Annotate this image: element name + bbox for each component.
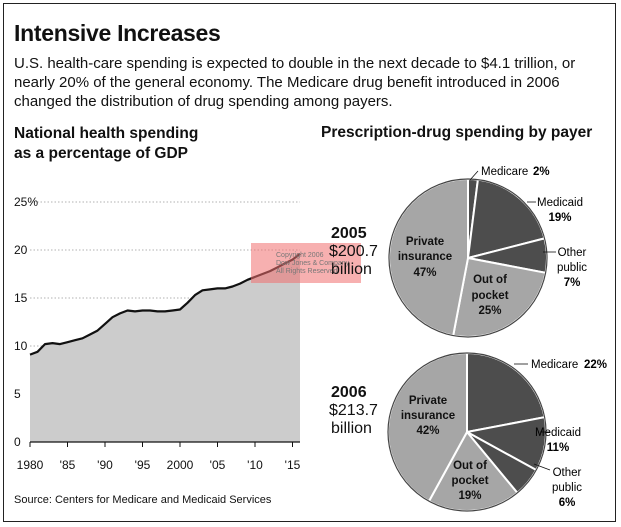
y-tick-label: 15 [14, 291, 28, 305]
slice-name-label: Medicare [531, 359, 578, 371]
source-note: Source: Centers for Medicare and Medicai… [14, 494, 272, 506]
x-tick-label: '10 [247, 458, 263, 472]
y-tick-label: 25% [14, 195, 38, 209]
line-chart-title: National health spending as a percentage… [14, 124, 254, 164]
leader-line [533, 463, 551, 471]
x-tick-label: '05 [210, 458, 226, 472]
slice-name-label: insurance [401, 410, 455, 422]
slice-name-label: Out of [453, 460, 487, 472]
slice-name-label: Other [558, 247, 587, 259]
watermark-box [251, 243, 361, 283]
y-tick-label: 20 [14, 243, 28, 257]
pie-year-label: 2005 [331, 225, 367, 242]
pie-unit-label: billion [331, 420, 372, 437]
slice-value-label: 25% [478, 305, 501, 317]
leader-line [469, 170, 479, 181]
slice-value-label: 6% [559, 497, 576, 509]
x-tick-label: '95 [135, 458, 151, 472]
line-chart-title-line-1: National health spending [14, 125, 199, 142]
page-title: Intensive Increases [14, 20, 221, 46]
slice-value-label: 2% [533, 166, 550, 178]
x-tick-label: 2000 [167, 458, 194, 472]
slice-name-label: public [557, 262, 587, 274]
slice-name-label: public [552, 482, 582, 494]
line-chart-title-line-2: as a percentage of GDP [14, 145, 189, 162]
area-fill [30, 253, 300, 442]
slice-name-label: Medicaid [535, 427, 581, 439]
slice-name-label: pocket [451, 475, 488, 487]
y-tick-label: 10 [14, 339, 28, 353]
pie-unit-label: billion [331, 261, 372, 278]
watermark-text: All Rights Reserved [276, 268, 338, 275]
slice-value-label: 7% [564, 277, 581, 289]
graphic-frame [3, 3, 616, 522]
slice-value-label: 42% [416, 425, 439, 437]
slice-name-label: insurance [398, 251, 452, 263]
watermark-text: Copyright 2006 [276, 252, 324, 259]
slice-name-label: pocket [471, 290, 508, 302]
x-tick-label: '15 [285, 458, 301, 472]
x-tick-label: '85 [60, 458, 76, 472]
slice-name-label: Out of [473, 274, 507, 286]
slice-name-label: Medicare [481, 166, 528, 178]
slice-name-label: Medicaid [537, 197, 583, 209]
slice-name-label: Other [553, 467, 582, 479]
pie-chart-title: Prescription-drug spending by payer [321, 124, 593, 141]
description: U.S. health-care spending is expected to… [14, 55, 576, 110]
slice-value-label: 47% [413, 267, 436, 279]
y-tick-label: 0 [14, 435, 21, 449]
slice-value-label: 22% [584, 359, 607, 371]
pie-outline [388, 178, 548, 338]
x-tick-label: '90 [97, 458, 113, 472]
pie-year-label: 2006 [331, 384, 367, 401]
x-tick-label: 1980 [17, 458, 44, 472]
slice-name-label: Private [406, 236, 444, 248]
slice-value-label: 11% [547, 442, 569, 454]
slice-value-label: 19% [548, 212, 571, 224]
slice-value-label: 19% [458, 490, 481, 502]
pie-amount-label: $213.7 [329, 402, 378, 419]
slice-name-label: Private [409, 395, 447, 407]
y-tick-label: 5 [14, 387, 21, 401]
pie-amount-label: $200.7 [329, 243, 378, 260]
watermark-text: Dow Jones & Company [276, 260, 350, 267]
